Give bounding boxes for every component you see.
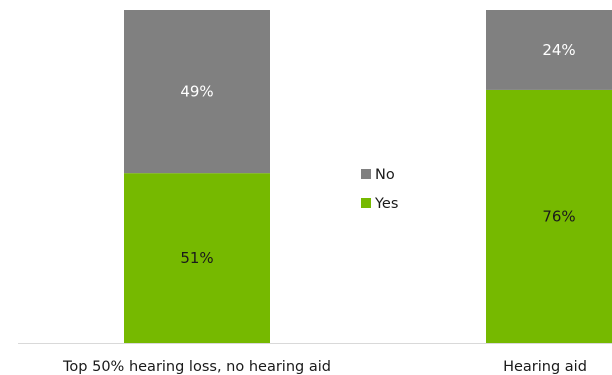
legend-label-no: No <box>375 167 395 183</box>
data-label-no-0: 49% <box>180 83 213 101</box>
data-label-yes-0: 51% <box>180 249 213 267</box>
bar-yes-0 <box>124 173 270 343</box>
bar-no-0 <box>124 10 270 174</box>
legend: No Yes <box>361 167 398 212</box>
data-label-no-1: 24% <box>542 41 575 59</box>
data-label-yes-1: 76% <box>542 207 575 225</box>
bars-group: 51% 49% 76% 24% <box>124 10 612 343</box>
legend-swatch-no <box>361 169 371 179</box>
bar-no-1 <box>486 10 612 90</box>
category-label-0: Top 50% hearing loss, no hearing aid <box>62 359 331 375</box>
bar-yes-1 <box>486 89 612 343</box>
legend-swatch-yes <box>361 198 371 208</box>
category-label-1: Hearing aid <box>503 359 587 375</box>
legend-label-yes: Yes <box>374 196 398 212</box>
